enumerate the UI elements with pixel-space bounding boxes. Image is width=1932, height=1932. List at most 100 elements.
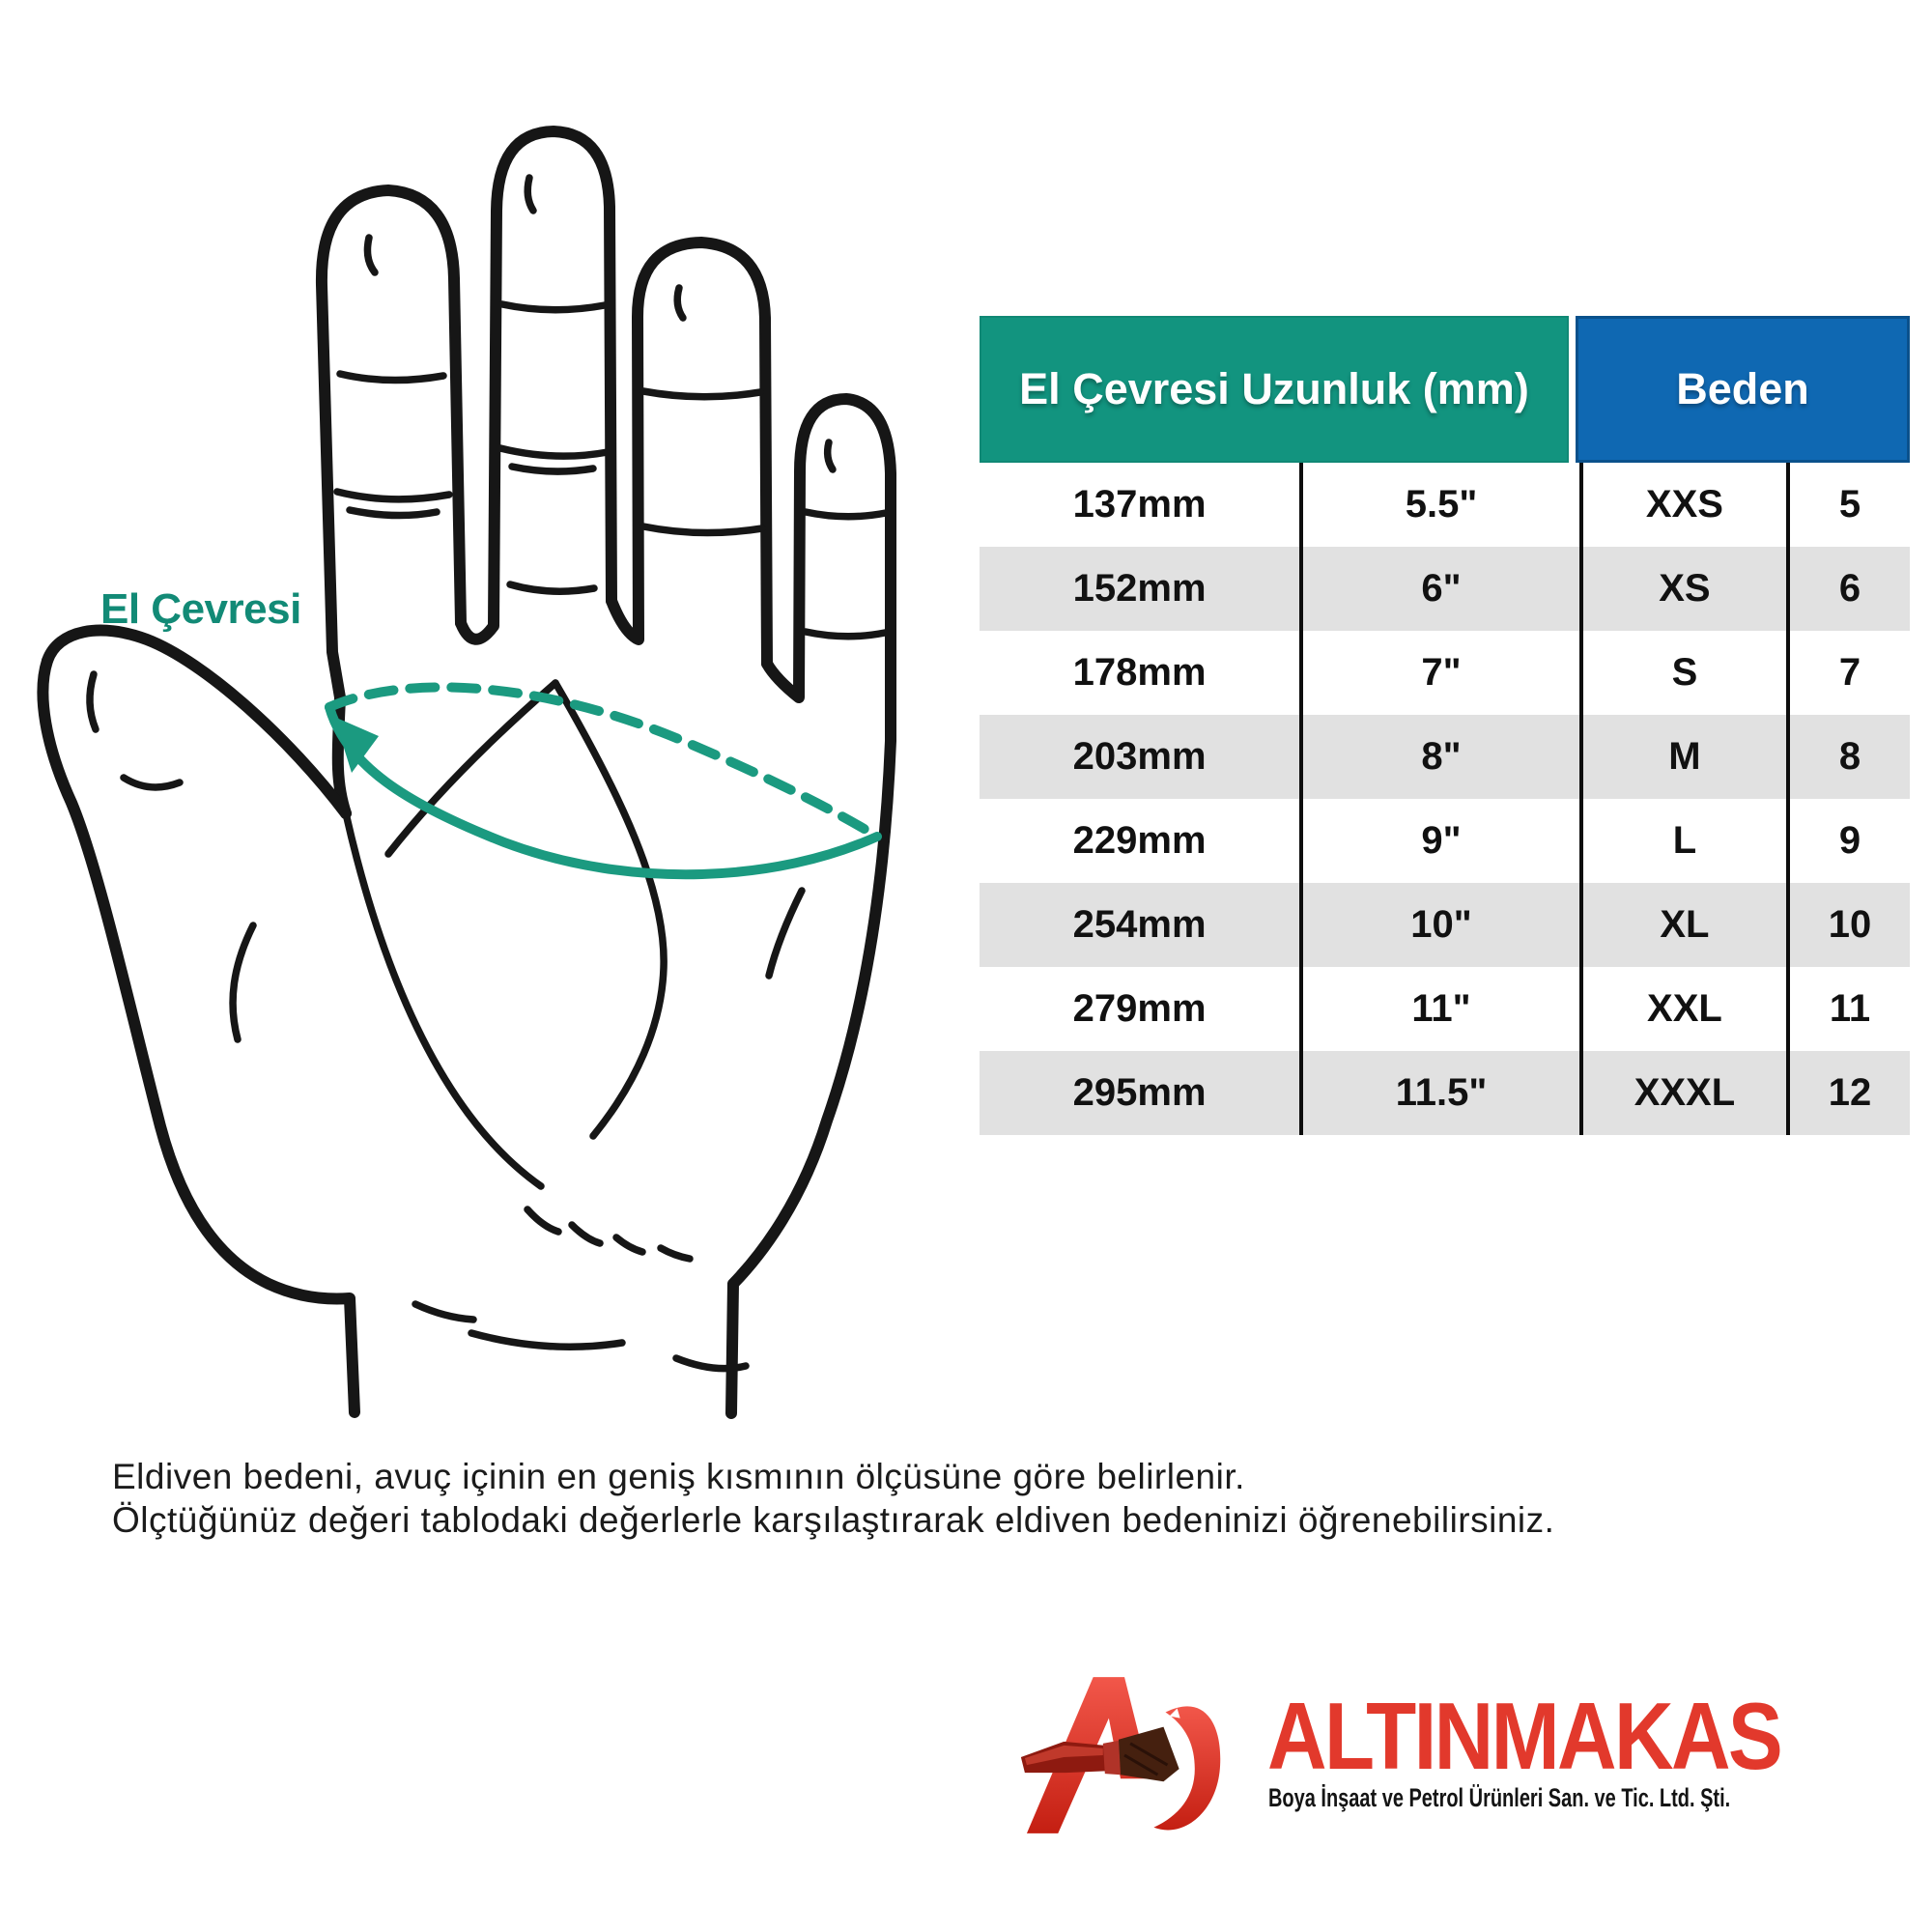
cell-inch: 10": [1299, 883, 1579, 967]
middle-crease-2: [497, 444, 611, 460]
wrist-crease-2: [672, 1354, 750, 1373]
cell-num: 9: [1786, 799, 1910, 883]
pinky-and-palm-right-outline: [725, 393, 896, 1419]
pinky-crease-1: [802, 508, 890, 521]
cell-num: 6: [1786, 547, 1910, 631]
header-cell-size: Beden: [1576, 316, 1910, 463]
thumb-ball-hatch-1: [524, 1206, 562, 1236]
index-crease-1: [336, 370, 447, 384]
pinky-crease-2: [802, 628, 889, 640]
middle-crease-2b: [508, 463, 597, 475]
middle-base-crease: [506, 581, 598, 595]
ellipse-dashed-top: [325, 682, 882, 841]
size-instructions: Eldiven bedeni, avuç içinin en geniş kıs…: [112, 1455, 1851, 1542]
ring-crease-1: [639, 387, 764, 401]
hand-circumference-label: El Çevresi: [100, 585, 301, 633]
ring-finger-outline: [606, 237, 773, 669]
thumb-ball-crease: [229, 922, 257, 1043]
measurement-ellipse: [325, 682, 882, 880]
logo-paint-curl: [1153, 1706, 1221, 1831]
cell-size: XL: [1578, 883, 1786, 967]
instruction-line-1: Eldiven bedeni, avuç içinin en geniş kıs…: [112, 1457, 1245, 1496]
cell-num: 11: [1786, 967, 1910, 1051]
thumb-lower-and-palm-left-outline: [37, 655, 360, 1418]
cell-size: XS: [1578, 547, 1786, 631]
logo-bristle-streak: [1123, 1742, 1169, 1776]
cell-num: 12: [1786, 1051, 1910, 1135]
thumb-ball-hatch-3: [612, 1234, 646, 1256]
cell-size: XXS: [1578, 463, 1786, 547]
brand-name: ALTINMAKAS: [1267, 1683, 1783, 1789]
cell-num: 7: [1786, 631, 1910, 715]
header-divider: [1569, 316, 1576, 463]
cell-num: 10: [1786, 883, 1910, 967]
index-finger-outline: [315, 185, 467, 703]
life-line: [342, 810, 545, 1190]
palm-crease-long: [552, 679, 668, 1140]
cell-mm: 229mm: [1072, 819, 1207, 862]
cell-inch: 5.5": [1299, 463, 1579, 547]
size-table: El Çevresi Uzunluk (mm) Beden 137mm 5.5"…: [980, 316, 1910, 1135]
table-row: 152mm 6" XS 6: [980, 547, 1910, 631]
cell-inch: 8": [1299, 715, 1579, 799]
index-crease-2: [333, 488, 453, 503]
cell-mm: 137mm: [1072, 483, 1207, 526]
table-row: 137mm 5.5" XXS 5: [980, 463, 1910, 547]
table-row: 229mm 9" L 9: [980, 799, 1910, 883]
index-nail-line: [363, 234, 379, 276]
ring-crease-2: [639, 523, 766, 537]
cell-num: 8: [1786, 715, 1910, 799]
ring-nail-line: [673, 284, 687, 322]
size-table-header: El Çevresi Uzunluk (mm) Beden: [980, 316, 1910, 463]
table-row: 279mm 11" XXL 11: [980, 967, 1910, 1051]
size-table-body: 137mm 5.5" XXS 5 152mm 6" XS 6 178mm 7" …: [980, 463, 1910, 1135]
thumb-tip-crease: [86, 670, 99, 733]
cell-size: S: [1578, 631, 1786, 715]
cell-size: L: [1578, 799, 1786, 883]
table-row: 203mm 8" M 8: [980, 715, 1910, 799]
thumb-upper-outline: [42, 624, 352, 819]
logo-brush-ferrule: [1102, 1740, 1121, 1776]
hand-drawing-svg: [37, 126, 896, 1419]
index-crease-2b: [346, 506, 440, 520]
letter-a-with-brush-icon: [1020, 1677, 1221, 1833]
hand-illustration: [0, 97, 966, 1449]
cell-size: XXL: [1578, 967, 1786, 1051]
cell-mm: 178mm: [1072, 651, 1207, 694]
cell-inch: 7": [1299, 631, 1579, 715]
middle-nail-line: [524, 174, 537, 214]
thumb-ball-hatch-2: [568, 1221, 604, 1247]
ellipse-arrowhead: [334, 717, 379, 773]
cell-mm: 254mm: [1072, 903, 1207, 946]
cell-size: XXXL: [1578, 1051, 1786, 1135]
thumb-ball-hatch-4: [657, 1244, 694, 1263]
ellipse-solid-bottom: [325, 702, 882, 880]
cell-mm: 295mm: [1072, 1071, 1207, 1114]
middle-crease-1: [498, 300, 609, 314]
cell-mm: 279mm: [1072, 987, 1207, 1030]
palm-right-crease: [765, 887, 806, 980]
cell-size: M: [1578, 715, 1786, 799]
palm-crease-left: [384, 679, 559, 858]
cell-num: 5: [1786, 463, 1910, 547]
cell-mm: 203mm: [1072, 735, 1207, 778]
wrist-crease-3: [412, 1300, 477, 1323]
logo-brush-handle-highlight: [1024, 1745, 1103, 1766]
cell-inch: 11.5": [1299, 1051, 1579, 1135]
thumb-mid-crease: [120, 774, 184, 791]
cell-inch: 9": [1299, 799, 1579, 883]
cell-inch: 11": [1299, 967, 1579, 1051]
pinky-nail-line: [823, 439, 837, 473]
cell-mm: 152mm: [1072, 567, 1207, 610]
brand-logo-icon: [1020, 1677, 1221, 1833]
logo-curl-tip-notch: [1169, 1708, 1180, 1719]
cell-inch: 6": [1299, 547, 1579, 631]
header-cell-circumference: El Çevresi Uzunluk (mm): [980, 316, 1569, 463]
table-row: 178mm 7" S 7: [980, 631, 1910, 715]
table-row: 254mm 10" XL 10: [980, 883, 1910, 967]
wrist-crease-1: [468, 1329, 626, 1350]
instruction-line-2: Ölçtüğünüz değeri tablodaki değerlerle k…: [112, 1500, 1555, 1540]
table-row: 295mm 11.5" XXXL 12: [980, 1051, 1910, 1135]
brand-subtitle: Boya İnşaat ve Petrol Ürünleri San. ve T…: [1268, 1783, 1731, 1812]
middle-finger-outline: [455, 126, 617, 645]
